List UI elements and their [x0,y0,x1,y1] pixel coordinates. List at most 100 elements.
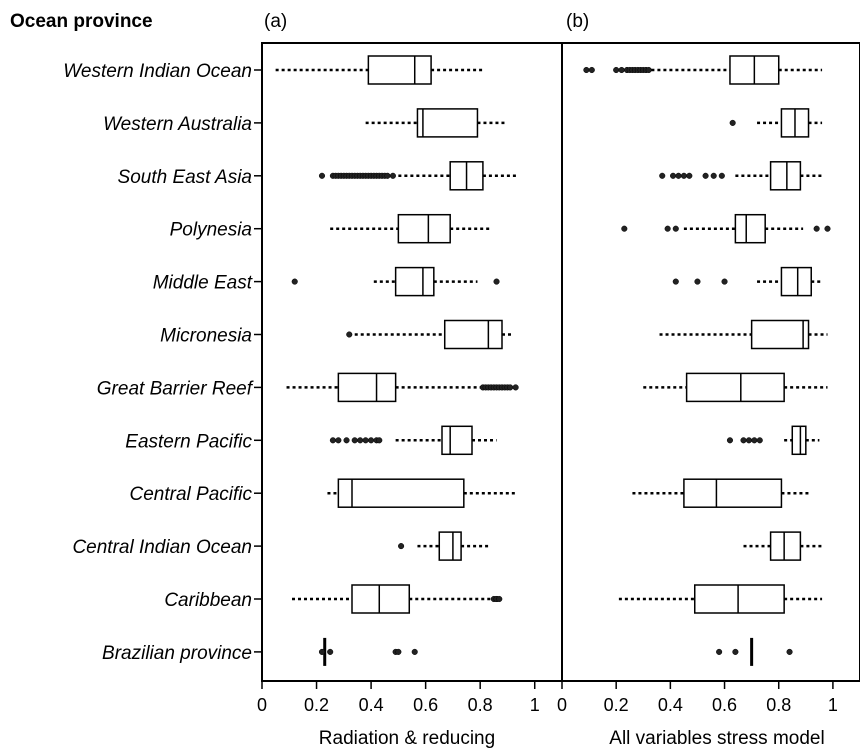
iqr-box [769,531,802,561]
iqr-box [351,584,411,614]
outlier-point [411,648,418,655]
x-tick-label: 0.4 [658,695,683,715]
x-tick-label: 0 [257,695,267,715]
outlier-point [318,172,326,179]
x-tick-label: 0.6 [413,695,438,715]
iqr-box [685,372,785,403]
iqr-box [438,531,462,561]
outlier-point [756,437,763,444]
x-tick-label: 0.4 [359,695,384,715]
iqr-box [416,108,479,138]
category-label: Eastern Pacific [125,431,252,452]
category-label: Polynesia [170,220,252,241]
iqr-box [441,425,473,456]
outlier-point [621,225,628,232]
iqr-box [337,372,397,403]
outlier-point [318,648,326,655]
outlier-point [376,437,383,444]
outlier-point [362,437,369,444]
category-label: Brazilian province [102,643,252,664]
outlier-point [613,66,620,74]
category-label: Central Indian Ocean [72,537,252,558]
outlier-point [824,225,831,232]
iqr-box [734,213,766,244]
outlier-point [729,119,736,126]
outlier-point [751,437,758,444]
outlier-point [721,278,728,285]
iqr-box [683,478,783,508]
category-label: Great Barrier Reef [97,378,254,399]
box-a [330,213,492,244]
iqr-box [769,161,802,191]
x-tick-label: 0.8 [468,695,493,715]
box-a [318,161,519,191]
outlier-point [496,595,503,603]
box-b [621,213,831,244]
box-b [659,161,823,191]
x-tick-label: 1 [828,695,838,715]
x-tick-label: 0.2 [304,695,329,715]
outlier-point [659,172,666,179]
outlier-point [645,66,652,74]
box-a [365,108,505,138]
outlier-point [740,437,747,444]
outlier-point [512,384,519,391]
outlier-point [346,331,353,338]
panel-frame [261,42,563,682]
iqr-box [367,55,432,85]
box-a [346,319,513,350]
box-b [726,425,820,456]
iqr-box [750,319,810,350]
category-label: Middle East [153,273,253,294]
outlier-point [618,66,625,74]
category-label: Micronesia [160,326,252,347]
outlier-point [664,225,671,232]
iqr-box [394,266,435,297]
outlier-point [672,225,679,232]
iqr-box [337,478,465,508]
outlier-point [813,225,820,232]
box-b [632,478,809,508]
outlier-point [732,648,739,655]
outlier-point [702,172,709,179]
outlier-point [493,278,500,285]
category-label: South East Asia [118,167,252,188]
box-a [275,55,483,85]
iqr-box [791,425,807,456]
outlier-point [583,66,590,74]
outlier-point [507,384,514,391]
x-tick-label: 0 [557,695,567,715]
iqr-box [693,584,785,614]
box-a [291,266,500,297]
outlier-point [786,648,793,655]
box-a [286,372,519,403]
outlier-point [343,437,350,444]
box-b [643,372,828,403]
category-label: Central Pacific [130,484,253,505]
outlier-point [329,437,336,444]
x-tick-label: 0.2 [604,695,629,715]
outlier-point [398,543,405,550]
box-b [729,108,823,138]
outlier-point [384,172,391,179]
x-tick-label: 1 [530,695,540,715]
box-a [398,531,489,561]
outlier-point [716,648,723,655]
iqr-box [397,213,451,244]
box-b [583,55,823,85]
outlier-point [588,66,595,74]
outlier-point [680,172,687,179]
x-tick-label: 0.8 [766,695,791,715]
outlier-point [335,437,342,444]
outlier-point [675,172,682,179]
box-a [327,478,516,508]
panel-frame [561,42,860,682]
category-label: Caribbean [164,590,252,611]
y-heading: Ocean province [10,11,153,32]
outlier-point [368,437,375,444]
outlier-point [670,172,677,179]
panel-a-tag: (a) [264,11,287,32]
outlier-point [357,437,364,444]
box-a [329,425,497,456]
